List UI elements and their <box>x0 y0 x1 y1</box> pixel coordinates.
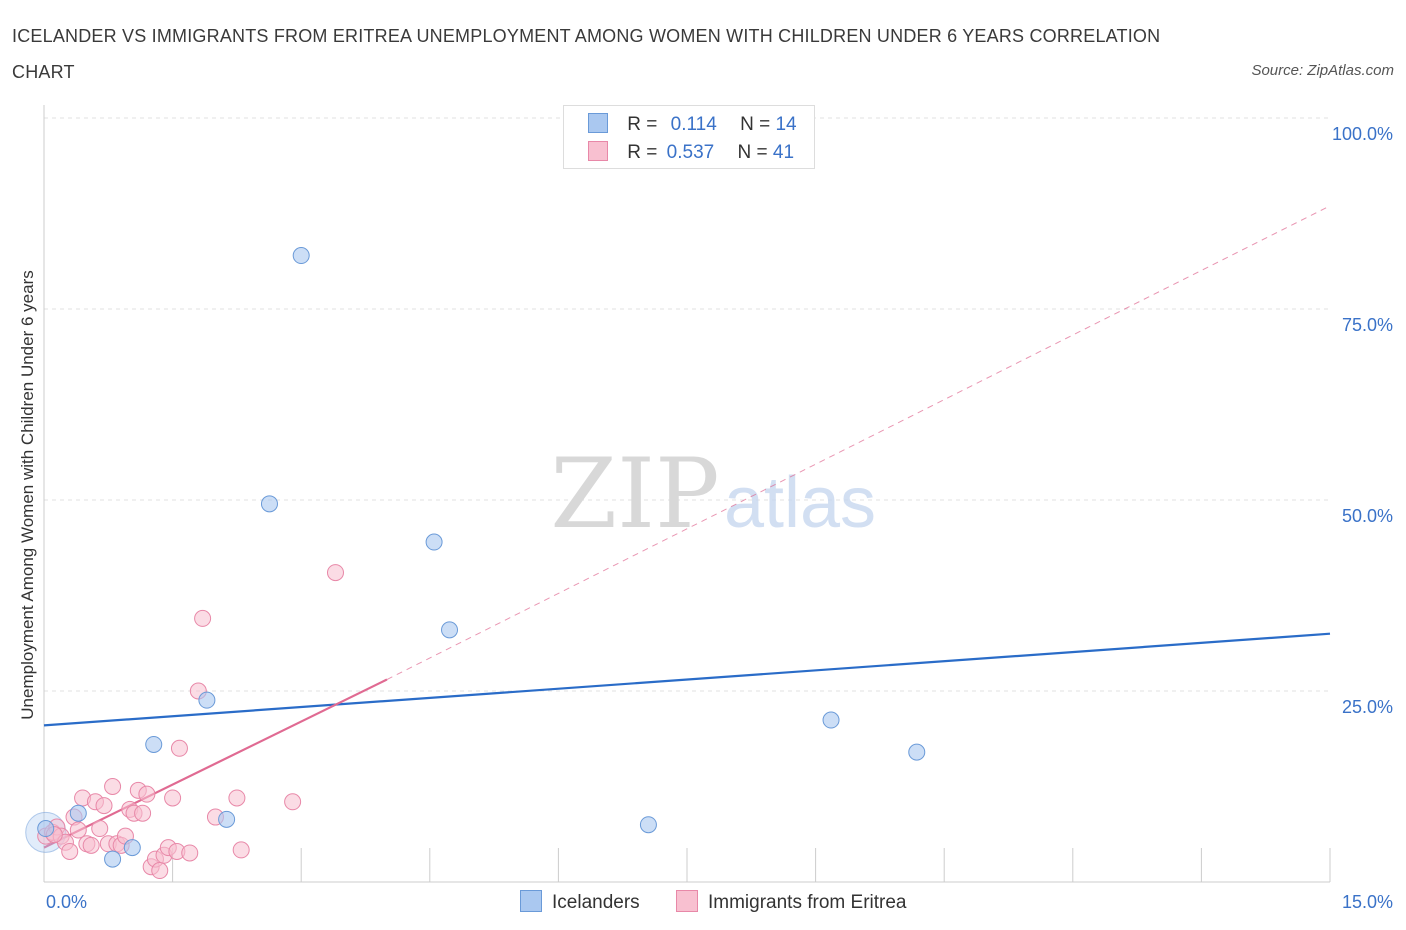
points-layer <box>25 247 926 880</box>
legend-r-label: R = <box>627 114 658 135</box>
legend-n-label: N = <box>737 142 768 163</box>
icelander-point <box>69 804 87 822</box>
icelander-point <box>639 816 657 834</box>
icelander-point <box>145 735 163 753</box>
bottom-legend-eritrea: Immigrants from Eritrea <box>676 890 906 914</box>
watermark-zip: ZIP <box>550 438 719 550</box>
x-tick-label: 15.0% <box>1342 892 1393 912</box>
eritrea-point <box>61 842 79 860</box>
eritrea-trend-dashed <box>386 205 1331 680</box>
icelander-point <box>260 495 278 513</box>
y-tick-label: 75.0% <box>1342 315 1393 335</box>
y-axis-label: Unemployment Among Women with Children U… <box>18 270 37 719</box>
eritrea-point <box>194 609 212 627</box>
bottom-legend-swatch-blue <box>520 890 542 912</box>
eritrea-point <box>138 785 156 803</box>
legend-n-label: N = <box>740 114 771 135</box>
icelanders-trend-line <box>43 632 1331 727</box>
source-label: Source: ZipAtlas.com <box>1251 62 1394 79</box>
eritrea-point <box>181 844 199 862</box>
eritrea-point <box>284 793 302 811</box>
icelander-point <box>908 743 926 761</box>
x-tick-label: 0.0% <box>46 892 87 912</box>
eritrea-point <box>170 739 188 757</box>
icelander-point <box>104 850 122 868</box>
legend-swatch-pink <box>588 141 608 161</box>
stats-legend: R = 0.114 N = 14 R = 0.537 N = 41 <box>563 105 815 169</box>
legend-r-value: 0.537 <box>666 142 715 163</box>
icelander-point <box>218 810 236 828</box>
icelander-point <box>822 711 840 729</box>
icelander-point <box>123 839 141 857</box>
icelander-point <box>441 621 459 639</box>
eritrea-point <box>326 564 344 582</box>
eritrea-point <box>164 789 182 807</box>
eritrea-point <box>82 836 100 854</box>
y-tick-label: 25.0% <box>1342 697 1393 717</box>
bottom-legend-swatch-pink <box>676 890 698 912</box>
bottom-legend-label: Immigrants from Eritrea <box>708 892 907 913</box>
eritrea-point <box>91 820 109 838</box>
eritrea-point <box>104 778 122 795</box>
y-tick-label: 100.0% <box>1332 124 1393 144</box>
icelander-point <box>292 247 310 265</box>
grid-layer <box>44 117 1330 692</box>
eritrea-point <box>134 804 152 822</box>
legend-row-eritrea: R = 0.537 N = 41 <box>588 141 794 165</box>
legend-r-value: 0.114 <box>670 114 717 135</box>
trend-layer <box>43 205 1331 849</box>
bottom-legend-label: Icelanders <box>552 892 640 913</box>
legend-n-value: 41 <box>772 142 795 163</box>
axis-layer: 100.0% 75.0% 50.0% 25.0% 0.0% 15.0% <box>43 105 1393 912</box>
icelander-point <box>198 691 216 709</box>
eritrea-point <box>232 841 250 859</box>
bottom-legend-icelanders: Icelanders <box>520 890 640 914</box>
legend-r-label: R = <box>627 142 658 163</box>
watermark-atlas: atlas <box>724 463 876 543</box>
icelander-point <box>425 533 443 551</box>
chart-title: ICELANDER VS IMMIGRANTS FROM ERITREA UNE… <box>12 26 1161 82</box>
eritrea-point <box>69 821 87 839</box>
legend-swatch-blue <box>588 113 608 133</box>
eritrea-point <box>151 862 169 880</box>
eritrea-point <box>228 789 246 807</box>
eritrea-trend-line <box>43 678 388 849</box>
watermark: ZIP atlas <box>550 438 876 550</box>
eritrea-point <box>95 797 113 815</box>
legend-n-value: 14 <box>775 114 797 135</box>
legend-row-icelanders: R = 0.114 N = 14 <box>588 113 797 137</box>
y-tick-label: 50.0% <box>1342 506 1393 526</box>
icelander-point <box>37 820 55 838</box>
